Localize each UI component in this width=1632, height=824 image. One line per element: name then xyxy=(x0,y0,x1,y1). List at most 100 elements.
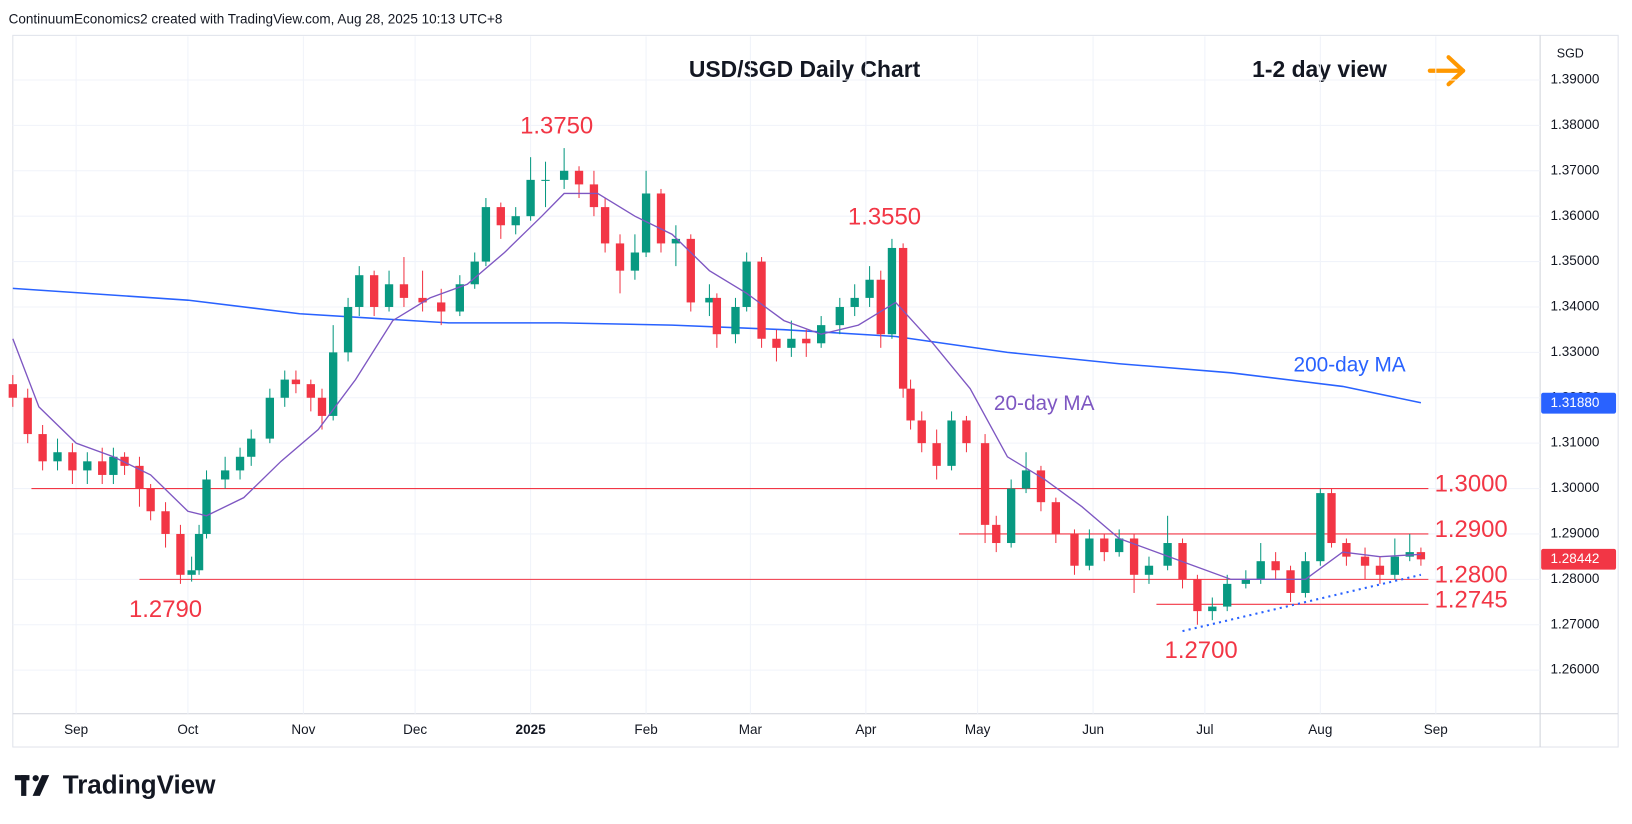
candle-body xyxy=(98,461,107,475)
candle-body xyxy=(194,533,204,571)
candle-body xyxy=(589,184,599,208)
candle-body xyxy=(1163,543,1172,566)
candle-body xyxy=(757,261,766,339)
candle-body xyxy=(109,456,118,475)
y-tick-label: 1.39000 xyxy=(1551,72,1600,87)
brand: TradingView xyxy=(63,769,216,799)
candle-body xyxy=(355,275,364,307)
candle-body xyxy=(898,247,908,389)
candle-body xyxy=(992,524,1001,544)
level-label: 1.2900 xyxy=(1435,516,1508,543)
candle-body xyxy=(742,261,751,307)
y-tick-label: 1.27000 xyxy=(1551,616,1600,631)
y-tick-label: 1.35000 xyxy=(1551,253,1600,268)
currency: SGD xyxy=(1557,46,1584,60)
y-tick-label: 1.34000 xyxy=(1551,299,1600,314)
x-tick-label: Feb xyxy=(634,722,657,737)
moving-average xyxy=(12,192,1421,581)
candle-body xyxy=(306,384,315,398)
candle-body xyxy=(470,261,479,285)
trough-label: 1.2790 xyxy=(129,596,202,623)
candle-body xyxy=(1021,470,1031,489)
candle-body xyxy=(906,388,915,421)
x-tick-label: Sep xyxy=(64,722,88,737)
candle-body xyxy=(1223,583,1232,607)
candle-body xyxy=(202,479,211,534)
x-tick-label: Aug xyxy=(1308,722,1332,737)
candle-body xyxy=(600,207,610,244)
header: ContinuumEconomics2 created with Trading… xyxy=(9,11,503,26)
candle-body xyxy=(1036,470,1046,503)
level-label: 1.2745 xyxy=(1435,587,1508,614)
candle-body xyxy=(526,179,535,217)
y-tick-label: 1.26000 xyxy=(1551,662,1600,677)
level-label: 1.3000 xyxy=(1435,471,1508,498)
ma-price-tag-box xyxy=(1541,392,1617,414)
candle-body xyxy=(671,238,681,244)
ma-price-tag: 1.31880 xyxy=(1551,395,1600,410)
y-tick-label: 1.36000 xyxy=(1551,208,1600,223)
candle-body xyxy=(947,420,956,466)
candle-body xyxy=(176,533,185,575)
candle-body xyxy=(146,488,155,512)
candle-body xyxy=(220,470,230,480)
candle-body xyxy=(53,452,62,462)
candle-body xyxy=(1193,579,1202,612)
candle-body xyxy=(917,420,926,444)
candle-body xyxy=(1286,570,1295,593)
candle-body xyxy=(187,570,196,575)
series-label: 200-day MA xyxy=(1294,354,1406,377)
candle-body xyxy=(541,179,550,181)
candle-body xyxy=(280,379,289,398)
candle-body xyxy=(731,306,740,335)
candle-body xyxy=(1085,538,1094,566)
candle-body xyxy=(876,279,885,335)
candle-body xyxy=(291,379,301,385)
candle-body xyxy=(455,284,464,312)
candle-body xyxy=(161,511,170,534)
y-tick-label: 1.31000 xyxy=(1551,435,1600,450)
candle-body xyxy=(437,302,446,312)
y-tick-label: 1.30000 xyxy=(1551,480,1600,495)
candle-body xyxy=(399,284,409,298)
x-tick-label: Oct xyxy=(177,722,198,737)
candle-body xyxy=(641,193,651,253)
candle-body xyxy=(418,297,427,303)
candle-body xyxy=(8,384,17,398)
candle-body xyxy=(384,284,394,307)
candle-body xyxy=(630,252,640,271)
y-tick-label: 1.37000 xyxy=(1551,162,1600,177)
candle-body xyxy=(835,306,844,326)
candle-body xyxy=(511,216,520,226)
trough-label: 1.2700 xyxy=(1165,637,1238,664)
candle-body xyxy=(1360,556,1370,566)
peak-label: 1.3550 xyxy=(848,203,921,230)
candle-body xyxy=(1051,502,1061,534)
y-tick-label: 1.29000 xyxy=(1551,526,1600,541)
y-tick-label: 1.33000 xyxy=(1551,344,1600,359)
candle-body xyxy=(1327,493,1336,544)
candle-body xyxy=(980,443,990,525)
candle-body xyxy=(1144,565,1154,575)
candle-body xyxy=(120,456,129,466)
candle-body xyxy=(574,170,584,185)
candle-body xyxy=(932,443,941,466)
candle-body xyxy=(712,297,722,335)
chart-title: USD/SGD Daily Chart xyxy=(689,56,921,82)
peak-label: 1.3750 xyxy=(520,113,593,140)
candle-body xyxy=(1390,556,1400,575)
level-label: 1.2800 xyxy=(1435,562,1508,589)
x-tick-label: Nov xyxy=(291,722,315,737)
candle-body xyxy=(1316,493,1325,562)
subtitle: 1-2 day view xyxy=(1252,56,1387,82)
candle-body xyxy=(496,207,505,226)
candle-body xyxy=(656,193,666,244)
candle-body xyxy=(1256,561,1265,580)
candle-body xyxy=(317,397,327,416)
candle-body xyxy=(265,397,275,439)
candle-body xyxy=(343,306,353,353)
candle-body xyxy=(1241,579,1250,584)
last-price-tag-box xyxy=(1541,548,1617,570)
candle-body xyxy=(135,465,144,489)
